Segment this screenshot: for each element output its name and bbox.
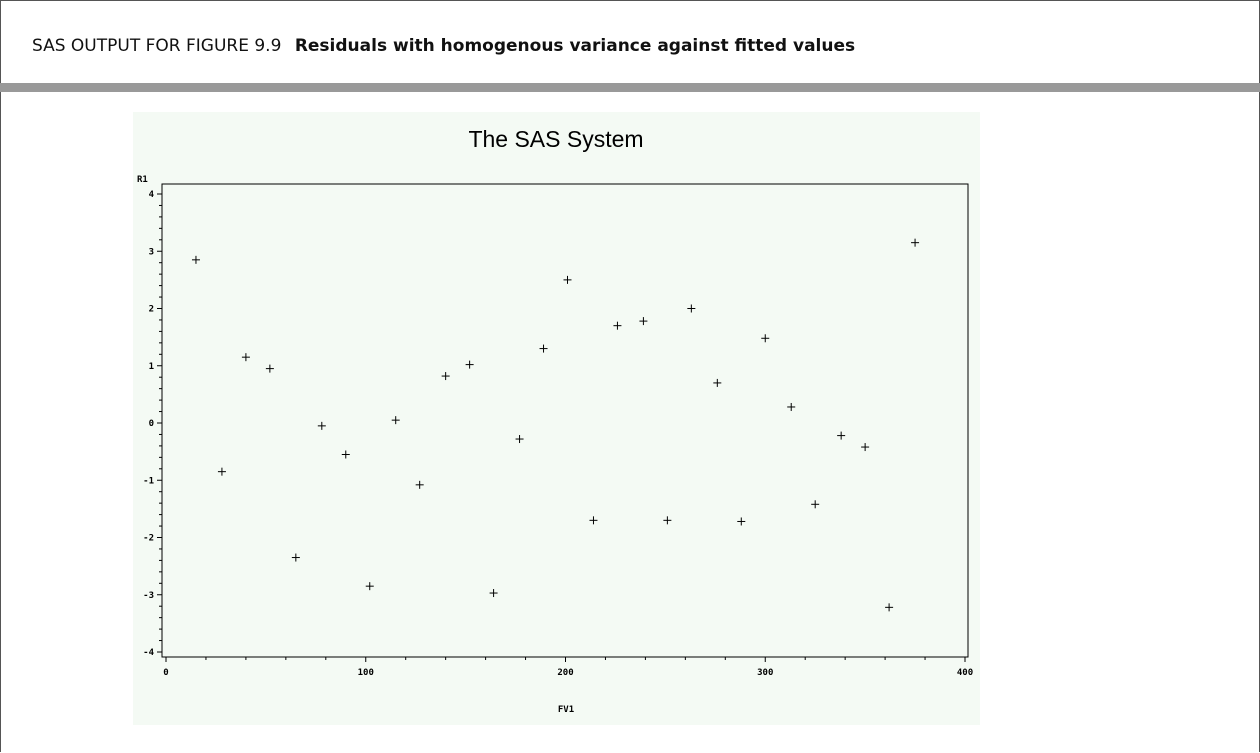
y-tick-label: -3 — [143, 591, 154, 601]
data-point — [663, 516, 672, 525]
plot-frame — [161, 183, 969, 658]
y-axis-label: R1 — [137, 175, 148, 185]
data-point — [687, 304, 696, 313]
data-point — [861, 443, 870, 452]
y-tick-label: 2 — [149, 305, 154, 315]
y-tick-label: -1 — [143, 476, 154, 486]
data-point — [265, 364, 274, 373]
data-point — [191, 255, 200, 264]
data-point — [317, 421, 326, 430]
y-tick-label: 1 — [149, 362, 154, 372]
x-tick-label: 200 — [557, 668, 573, 678]
data-point — [589, 516, 598, 525]
figure-title: Residuals with homogenous variance again… — [294, 36, 856, 56]
x-axis-label: FV1 — [558, 705, 574, 715]
scatter-chart: The SAS System 4 3 2 1 0 -1 -2 -3 -4 0 100 200 300 400… — [137, 126, 973, 715]
data-point — [837, 431, 846, 440]
data-point — [465, 360, 474, 369]
data-point — [811, 500, 820, 509]
y-tick-label: -2 — [143, 534, 154, 544]
data-point — [291, 553, 300, 562]
data-point — [217, 467, 226, 476]
chart-panel: The SAS System 4 3 2 1 0 -1 -2 -3 -4 0 100 200 300 400… — [133, 112, 980, 725]
figure-prefix: SAS OUTPUT FOR FIGURE 9.9 — [32, 36, 282, 56]
data-point — [737, 517, 746, 526]
y-tick-label: 3 — [149, 247, 154, 257]
data-point — [639, 317, 648, 326]
x-tick-label: 400 — [957, 668, 973, 678]
data-point — [515, 435, 524, 444]
data-point — [787, 402, 796, 411]
data-point — [885, 603, 894, 612]
figure-header: SAS OUTPUT FOR FIGURE 9.9 Residuals with… — [32, 36, 855, 56]
y-tick-label: -4 — [143, 648, 154, 658]
x-tick-label: 300 — [757, 668, 773, 678]
data-point — [415, 480, 424, 489]
data-point — [391, 416, 400, 425]
data-point — [563, 275, 572, 284]
data-point — [613, 321, 622, 330]
y-tick-label: 0 — [149, 419, 154, 429]
header-divider — [0, 83, 1260, 92]
chart-title: The SAS System — [468, 126, 643, 152]
data-point — [539, 344, 548, 353]
data-point — [761, 334, 770, 343]
data-point — [341, 450, 350, 459]
y-tick-label: 4 — [149, 190, 155, 200]
data-point — [365, 582, 374, 591]
data-point — [713, 378, 722, 387]
x-tick-label: 100 — [358, 668, 374, 678]
data-point — [441, 372, 450, 381]
x-tick-label: 0 — [163, 668, 168, 678]
data-point — [241, 353, 250, 362]
data-point — [489, 589, 498, 598]
data-point — [911, 238, 920, 247]
